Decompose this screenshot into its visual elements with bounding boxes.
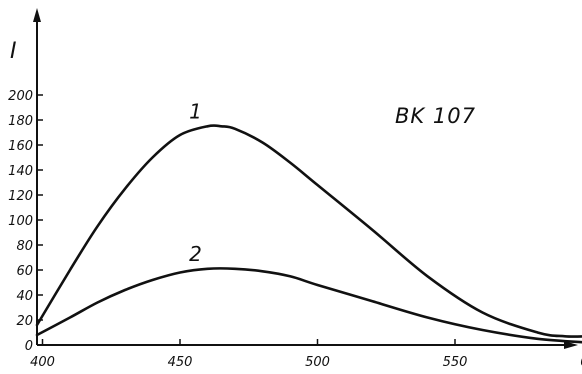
y-tick-label: 60	[16, 264, 33, 279]
y-tick-label: 0	[25, 339, 33, 354]
x-tick-label: 550	[443, 355, 468, 370]
y-tick-label: 20	[16, 314, 33, 329]
series-label-2: 2	[189, 242, 202, 266]
series-line-1	[35, 124, 582, 338]
y-tick-label: 200	[8, 89, 33, 104]
y-ticks: 0 20 40 60 80 100 120 140 160 180 200	[8, 89, 43, 354]
chart-title: BK 107	[395, 104, 476, 128]
y-tick-label: 100	[8, 214, 33, 229]
y-axis-arrow	[33, 8, 41, 22]
y-tick-label: 180	[8, 114, 33, 129]
x-axis-arrow	[564, 341, 578, 349]
series-group	[35, 124, 582, 344]
y-tick-label: 80	[16, 239, 33, 254]
x-tick-label: 500	[305, 355, 330, 370]
x-tick-label: 450	[168, 355, 193, 370]
curve-labels: 12	[189, 99, 202, 266]
series-line-2	[35, 267, 582, 344]
y-axis-label: I	[10, 39, 17, 64]
axes	[33, 8, 578, 349]
y-tick-label: 40	[16, 289, 33, 304]
x-tick-label: 600	[580, 355, 582, 370]
y-tick-label: 140	[8, 164, 33, 179]
series-label-1: 1	[189, 99, 202, 123]
y-tick-label: 120	[8, 189, 33, 204]
x-tick-label: 400	[30, 355, 55, 370]
y-tick-label: 160	[8, 139, 33, 154]
x-ticks: 400 450 500 550 600	[30, 339, 582, 370]
